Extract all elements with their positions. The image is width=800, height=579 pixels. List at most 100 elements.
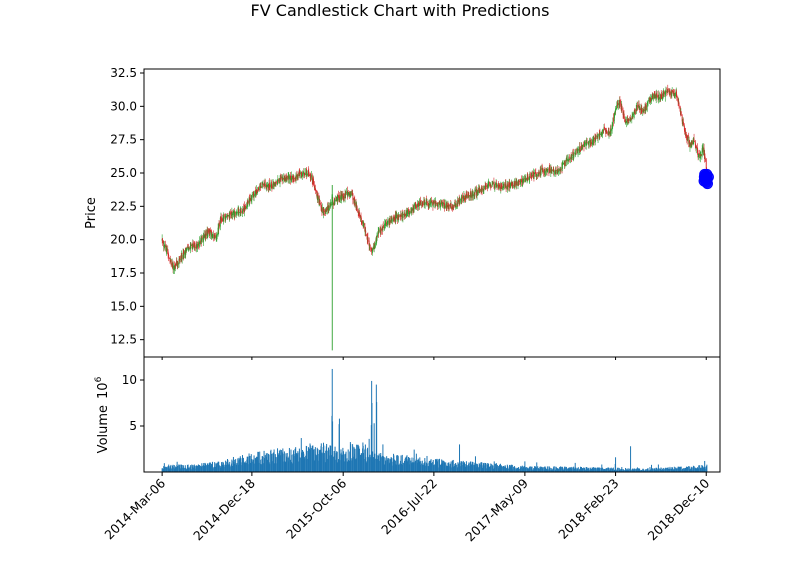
candle-body — [299, 173, 301, 175]
volume-bar — [433, 465, 435, 472]
candle-body — [235, 211, 237, 215]
candle-body — [313, 178, 314, 185]
candle-body — [365, 233, 367, 236]
candle-body — [531, 174, 533, 176]
volume-bar — [260, 464, 262, 472]
candle-body — [167, 249, 169, 254]
candle-body — [705, 159, 707, 169]
volume-bar — [501, 466, 503, 472]
volume-bar — [216, 462, 218, 472]
candle-body — [410, 209, 412, 212]
candle-body — [196, 244, 198, 246]
candle-body — [662, 96, 663, 99]
candle-body — [673, 92, 675, 94]
candle-body — [565, 159, 567, 167]
volume-bar — [503, 466, 505, 472]
candle-body — [611, 125, 613, 131]
volume-bar — [647, 468, 649, 472]
volume-bar — [424, 461, 426, 472]
candle-body — [418, 202, 420, 207]
volume-bar — [270, 449, 272, 472]
candle-body — [415, 206, 417, 208]
volume-bar — [312, 449, 314, 472]
candle-body — [197, 243, 198, 248]
volume-bar — [641, 469, 643, 472]
candle-body — [348, 192, 350, 196]
candle-body — [576, 149, 578, 151]
volume-bar — [383, 456, 385, 472]
volume-bar — [665, 468, 667, 472]
candle-body — [329, 203, 331, 208]
candle-body — [619, 100, 621, 104]
price-y-tick-label: 17.5 — [110, 266, 137, 280]
candle-body — [591, 142, 592, 144]
candle-body — [593, 137, 595, 142]
candle-body — [581, 147, 583, 149]
volume-bar — [178, 464, 180, 472]
candle-body — [682, 122, 683, 124]
candle-body — [498, 185, 500, 189]
candle-body — [226, 215, 228, 216]
candle-body — [590, 142, 591, 145]
candle-body — [370, 247, 372, 251]
volume-bar — [685, 467, 687, 472]
candle-body — [522, 179, 524, 182]
volume-bar — [455, 463, 457, 472]
candle-body — [443, 202, 445, 205]
candle-body — [442, 202, 444, 206]
candle-body — [258, 189, 260, 190]
candle-body — [271, 184, 273, 186]
volume-bar — [192, 467, 194, 472]
candle-body — [315, 189, 317, 192]
candle-body — [651, 98, 653, 99]
candle-body — [650, 97, 652, 101]
candle-body — [686, 137, 688, 140]
candle-body — [437, 202, 439, 207]
candle-body — [323, 213, 324, 215]
candle-body — [580, 149, 581, 152]
volume-bar — [571, 466, 573, 472]
candle-body — [492, 183, 494, 185]
candle-body — [651, 95, 653, 98]
price-y-tick-label: 30.0 — [110, 99, 137, 113]
candle-body — [320, 205, 322, 208]
volume-bar — [599, 467, 601, 472]
volume-bar — [628, 470, 630, 472]
volume-bar — [608, 468, 610, 472]
candle-body — [617, 103, 619, 106]
volume-bar — [597, 467, 599, 472]
candle-body — [291, 175, 293, 181]
candle-body — [544, 172, 546, 173]
candle-body — [298, 173, 300, 177]
candle-body — [456, 203, 458, 208]
volume-bar — [348, 459, 350, 472]
candle-body — [287, 175, 289, 179]
candle-body — [477, 192, 479, 194]
volume-bar — [380, 457, 382, 472]
candle-body — [419, 201, 421, 204]
volume-bar — [334, 446, 336, 472]
candle-body — [382, 225, 384, 231]
candle-body — [459, 199, 461, 202]
candle-body — [310, 176, 312, 178]
volume-bar — [389, 459, 391, 472]
volume-bar — [398, 464, 400, 472]
candle-body — [330, 204, 332, 206]
volume-bar — [187, 464, 189, 472]
candle-body — [503, 184, 505, 186]
candle-body — [631, 115, 633, 117]
candle-body — [485, 185, 487, 187]
candle-body — [225, 215, 227, 219]
candle-body — [697, 147, 698, 153]
volume-bar — [477, 465, 479, 472]
candle-body — [564, 161, 566, 166]
candle-body — [445, 203, 447, 205]
volume-bar — [562, 468, 564, 472]
candle-body — [559, 169, 561, 171]
volume-bar — [462, 460, 464, 472]
candle-body — [606, 129, 607, 133]
candle-body — [546, 169, 548, 172]
candle-body — [603, 126, 605, 128]
candle-body — [325, 210, 327, 212]
candle-body — [290, 180, 292, 182]
